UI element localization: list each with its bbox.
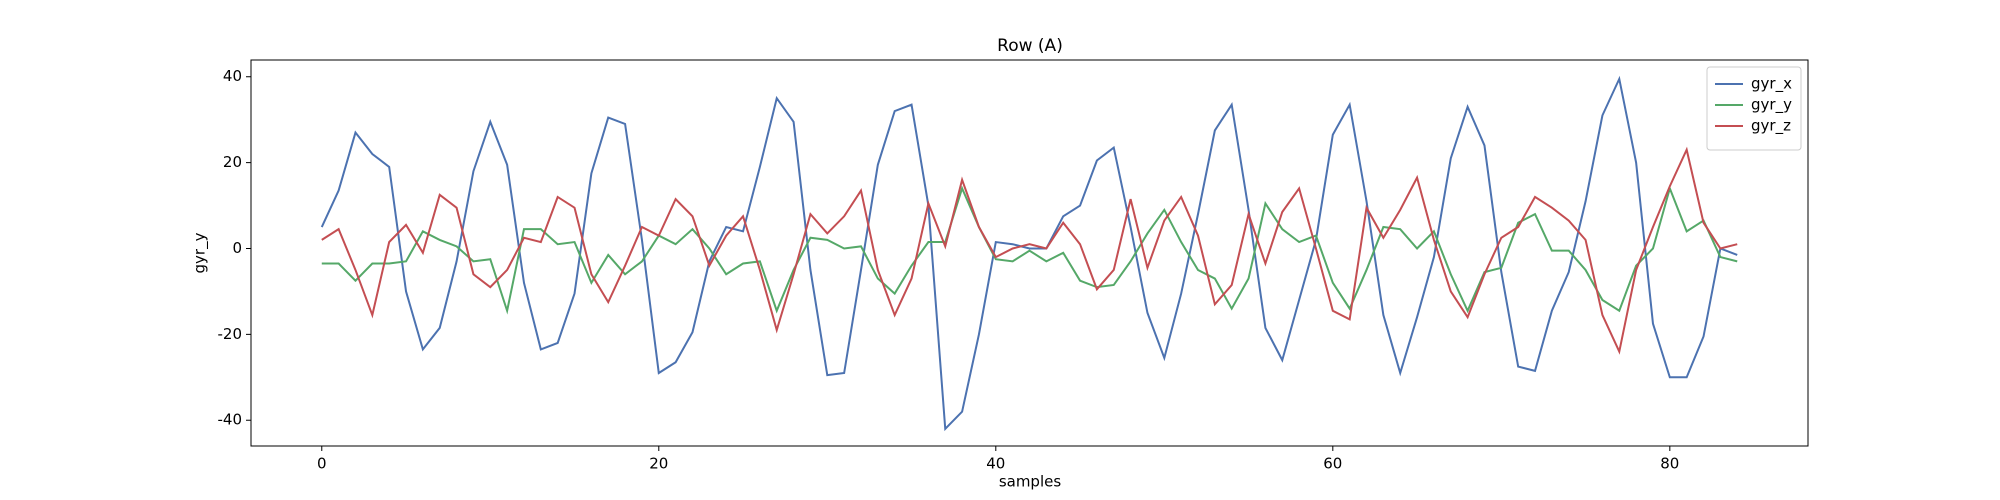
x-tick-label: 80	[1660, 455, 1679, 473]
legend-label: gyr_x	[1751, 75, 1792, 94]
x-tick-label: 0	[317, 455, 327, 473]
legend-label: gyr_y	[1751, 96, 1792, 115]
x-tick-label: 60	[1323, 455, 1342, 473]
line-series	[321, 146, 1738, 355]
y-axis-label: gyr_y	[191, 232, 210, 273]
legend-label: gyr_z	[1751, 117, 1791, 136]
line-series	[321, 185, 1738, 315]
y-tick-label: 20	[223, 153, 242, 171]
x-tick-label: 40	[986, 455, 1005, 473]
chart-title: Row (A)	[997, 36, 1063, 56]
x-tick-label: 20	[649, 455, 668, 473]
plot-frame	[250, 59, 1809, 447]
y-tick-label: -20	[218, 325, 243, 343]
x-axis-label: samples	[999, 473, 1062, 491]
line-series	[320, 75, 1738, 432]
y-tick-label: 40	[223, 67, 242, 85]
legend-box	[1706, 66, 1802, 151]
y-tick-label: -40	[218, 411, 243, 429]
y-tick-label: 0	[232, 239, 242, 257]
